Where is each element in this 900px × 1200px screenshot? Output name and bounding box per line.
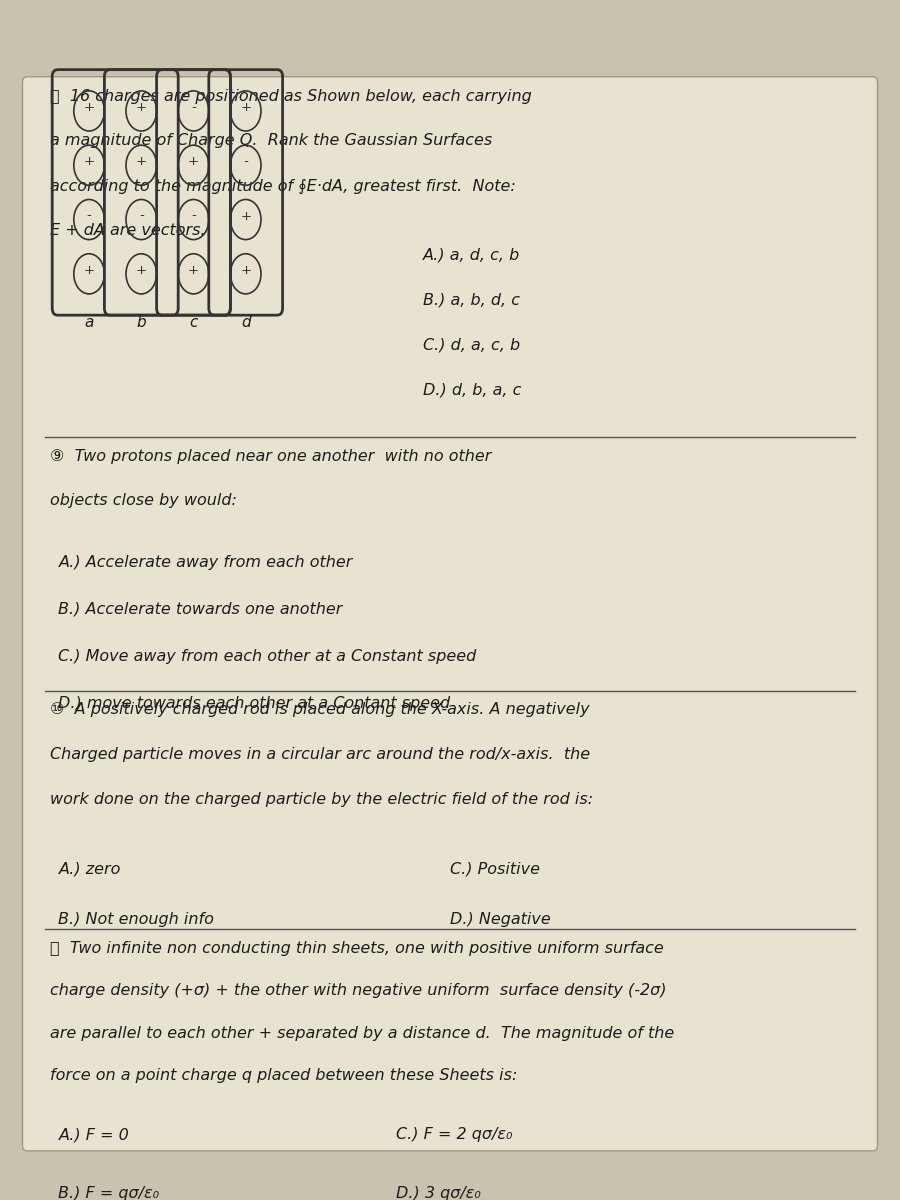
Text: charge density (+σ) + the other with negative uniform  surface density (-2σ): charge density (+σ) + the other with neg…	[50, 983, 666, 998]
Text: -: -	[243, 155, 248, 168]
Text: B.) a, b, d, c: B.) a, b, d, c	[423, 293, 520, 307]
Text: +: +	[188, 264, 199, 277]
Text: +: +	[136, 101, 147, 114]
Text: C.) Positive: C.) Positive	[450, 862, 540, 877]
Text: +: +	[136, 155, 147, 168]
Text: -: -	[86, 210, 92, 222]
Text: ⓦ  16 charges are positioned as Shown below, each carrying: ⓦ 16 charges are positioned as Shown bel…	[50, 89, 531, 103]
Text: B.) Accelerate towards one another: B.) Accelerate towards one another	[58, 602, 343, 617]
Text: ⑪  Two infinite non conducting thin sheets, one with positive uniform surface: ⑪ Two infinite non conducting thin sheet…	[50, 941, 663, 955]
Text: c: c	[189, 316, 198, 330]
Text: a magnitude of Charge Q.  Rank the Gaussian Surfaces: a magnitude of Charge Q. Rank the Gaussi…	[50, 133, 491, 149]
FancyBboxPatch shape	[22, 77, 878, 1151]
Text: B.) F = qσ/ε₀: B.) F = qσ/ε₀	[58, 1187, 159, 1200]
Text: +: +	[84, 155, 94, 168]
Text: D.) 3 qσ/ε₀: D.) 3 qσ/ε₀	[396, 1187, 481, 1200]
Text: ⑨  Two protons placed near one another  with no other: ⑨ Two protons placed near one another wi…	[50, 449, 491, 463]
Text: C.) F = 2 qσ/ε₀: C.) F = 2 qσ/ε₀	[396, 1127, 512, 1142]
Text: D.) move towards each other at a Contant speed: D.) move towards each other at a Contant…	[58, 696, 451, 712]
Text: d: d	[241, 316, 250, 330]
Text: objects close by would:: objects close by would:	[50, 493, 237, 509]
Text: according to the magnitude of ∮E·dA, greatest first.  Note:: according to the magnitude of ∮E·dA, gre…	[50, 179, 515, 193]
Text: A.) zero: A.) zero	[58, 862, 121, 877]
Text: -: -	[139, 210, 144, 222]
Text: work done on the charged particle by the electric field of the rod is:: work done on the charged particle by the…	[50, 792, 592, 808]
Text: a: a	[85, 316, 94, 330]
Text: A.) F = 0: A.) F = 0	[58, 1127, 130, 1142]
Text: Charged particle moves in a circular arc around the rod/x-axis.  the: Charged particle moves in a circular arc…	[50, 748, 590, 762]
Text: -: -	[191, 101, 196, 114]
Text: b: b	[137, 316, 146, 330]
Text: +: +	[188, 155, 199, 168]
Text: E + dA are vectors.: E + dA are vectors.	[50, 223, 205, 238]
Text: force on a point charge q placed between these Sheets is:: force on a point charge q placed between…	[50, 1068, 517, 1084]
Text: C.) d, a, c, b: C.) d, a, c, b	[423, 337, 520, 353]
Text: C.) Move away from each other at a Constant speed: C.) Move away from each other at a Const…	[58, 649, 477, 665]
Text: +: +	[240, 101, 251, 114]
Text: B.) Not enough info: B.) Not enough info	[58, 912, 214, 928]
Text: ⑩  A positively charged rod is placed along the X-axis. A negatively: ⑩ A positively charged rod is placed alo…	[50, 702, 590, 718]
Text: +: +	[240, 210, 251, 222]
Text: A.) Accelerate away from each other: A.) Accelerate away from each other	[58, 554, 353, 570]
Text: D.) d, b, a, c: D.) d, b, a, c	[423, 383, 521, 397]
Text: A.) a, d, c, b: A.) a, d, c, b	[423, 248, 520, 263]
Text: -: -	[191, 210, 196, 222]
Text: +: +	[240, 264, 251, 277]
Text: are parallel to each other + separated by a distance d.  The magnitude of the: are parallel to each other + separated b…	[50, 1026, 674, 1040]
Text: D.) Negative: D.) Negative	[450, 912, 551, 928]
Text: +: +	[84, 101, 94, 114]
Text: +: +	[136, 264, 147, 277]
Text: +: +	[84, 264, 94, 277]
